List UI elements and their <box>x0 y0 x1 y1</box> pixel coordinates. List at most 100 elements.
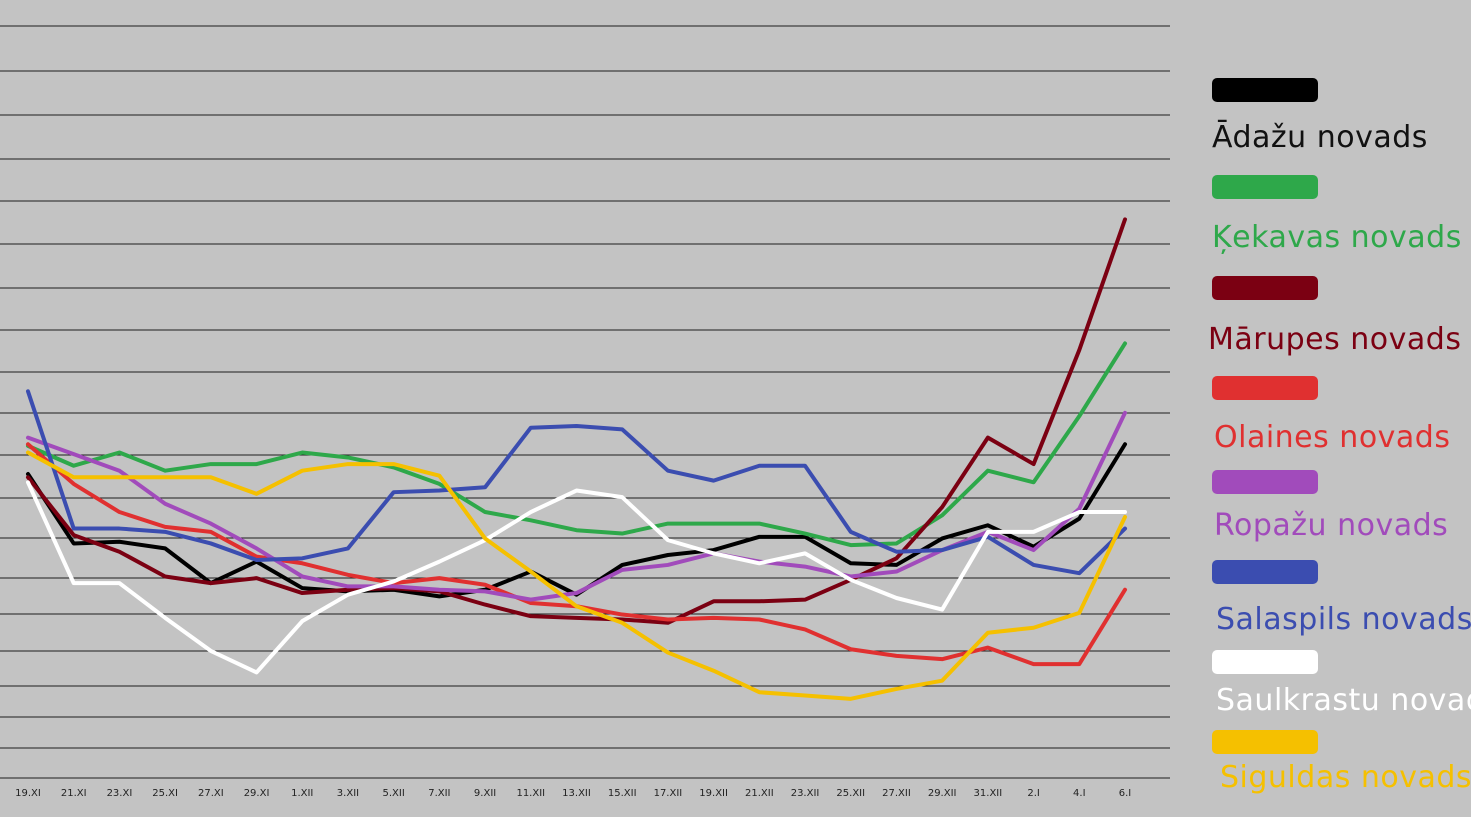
x-tick-label: 7.XII <box>428 788 450 799</box>
data-point <box>163 530 167 534</box>
data-point <box>666 563 670 567</box>
data-point <box>712 599 716 603</box>
data-point <box>117 451 121 455</box>
data-point <box>1077 414 1081 418</box>
data-point <box>940 513 944 517</box>
data-point <box>392 465 396 469</box>
data-point <box>986 530 990 534</box>
data-point <box>117 475 121 479</box>
data-point <box>712 548 716 552</box>
data-point <box>1123 341 1127 345</box>
data-point <box>209 462 213 466</box>
data-point <box>986 469 990 473</box>
data-point <box>712 522 716 526</box>
data-point <box>666 617 670 621</box>
data-point <box>255 492 259 496</box>
data-point <box>620 495 624 499</box>
data-point <box>437 489 441 493</box>
data-point <box>849 543 853 547</box>
data-point <box>894 541 898 545</box>
data-point <box>894 596 898 600</box>
data-point <box>117 510 121 514</box>
data-point <box>483 536 487 540</box>
data-point <box>666 621 670 625</box>
data-point <box>300 575 304 579</box>
data-point <box>26 480 30 484</box>
data-point <box>894 570 898 574</box>
data-point <box>849 561 853 565</box>
data-point <box>437 594 441 598</box>
data-point <box>1077 571 1081 575</box>
data-point <box>1077 662 1081 666</box>
data-point <box>209 522 213 526</box>
data-point <box>209 581 213 585</box>
legend-label: Olaines novads <box>1214 420 1451 455</box>
data-point <box>255 576 259 580</box>
x-tick-label: 23.XI <box>107 788 133 799</box>
data-point <box>940 548 944 552</box>
data-point <box>529 518 533 522</box>
data-point <box>483 603 487 607</box>
data-point <box>666 553 670 557</box>
data-point <box>437 588 441 592</box>
data-point <box>346 455 350 459</box>
x-tick-label: 19.XI <box>15 788 41 799</box>
data-point <box>940 536 944 540</box>
data-point <box>894 563 898 567</box>
data-point <box>849 530 853 534</box>
x-tick-label: 21.XII <box>745 788 774 799</box>
x-tick-label: 25.XI <box>152 788 178 799</box>
x-tick-label: 29.XI <box>244 788 270 799</box>
data-point <box>1077 348 1081 352</box>
data-point <box>1032 563 1036 567</box>
data-point <box>757 535 761 539</box>
data-point <box>620 617 624 621</box>
legend-swatch <box>1212 650 1318 674</box>
x-tick-label: 15.XII <box>608 788 637 799</box>
data-point <box>1032 480 1036 484</box>
data-point <box>529 601 533 605</box>
data-point <box>26 436 30 440</box>
x-tick-label: 25.XII <box>836 788 865 799</box>
data-point <box>849 647 853 651</box>
data-point <box>346 546 350 550</box>
data-point <box>346 584 350 588</box>
data-point <box>575 604 578 608</box>
legend-swatch <box>1212 470 1318 494</box>
data-point <box>163 502 167 506</box>
x-tick-label: 17.XII <box>654 788 683 799</box>
x-tick-label: 21.XI <box>61 788 87 799</box>
data-point <box>712 669 716 673</box>
data-point <box>1077 611 1081 615</box>
series-group <box>26 480 1127 675</box>
data-point <box>940 657 944 661</box>
data-point <box>757 617 761 621</box>
series-group <box>26 410 1127 602</box>
data-point <box>1077 507 1081 511</box>
data-point <box>437 482 441 486</box>
data-point <box>894 550 898 554</box>
data-point <box>757 522 761 526</box>
data-point <box>300 591 304 595</box>
data-point <box>1123 510 1127 514</box>
data-point <box>529 614 533 618</box>
data-point <box>117 550 121 554</box>
series-lines <box>26 217 1127 701</box>
x-tick-label: 5.XII <box>383 788 405 799</box>
data-point <box>483 485 487 489</box>
data-point <box>620 427 624 431</box>
x-tick-label: 27.XI <box>198 788 224 799</box>
data-point <box>163 575 167 579</box>
x-tick-label: 29.XII <box>928 788 957 799</box>
legend-label: Mārupes novads <box>1208 322 1462 357</box>
data-point <box>72 464 76 468</box>
data-point <box>803 694 807 698</box>
data-point <box>1077 517 1081 521</box>
data-point <box>163 546 167 550</box>
x-tick-label: 9.XII <box>474 788 496 799</box>
x-tick-label: 13.XII <box>562 788 591 799</box>
data-point <box>72 452 76 456</box>
data-point <box>712 551 716 555</box>
data-point <box>1123 442 1127 446</box>
data-point <box>620 621 624 625</box>
